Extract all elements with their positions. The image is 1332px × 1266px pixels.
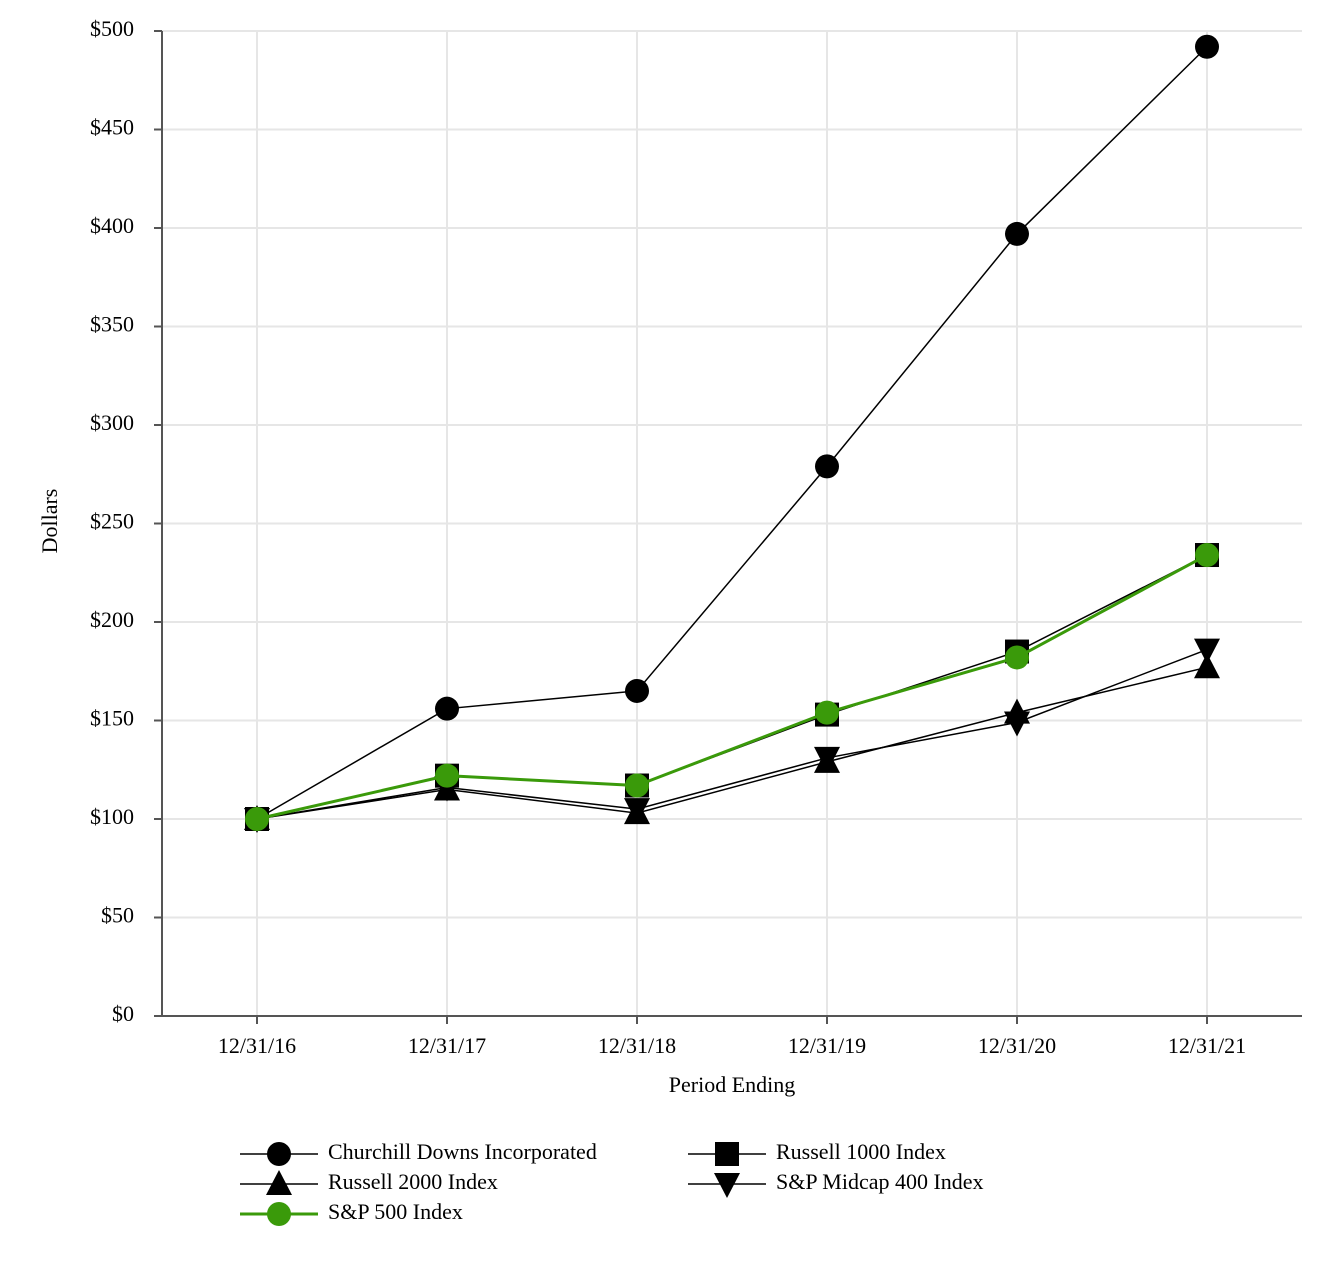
marker [815,454,839,479]
y-tick-label: $200 [90,607,134,632]
marker [245,807,269,831]
marker [1005,645,1029,670]
legend-marker [267,1142,291,1166]
y-axis-title: Dollars [37,489,62,554]
legend-label: S&P 500 Index [328,1199,463,1224]
legend-label: S&P Midcap 400 Index [776,1169,984,1194]
x-tick-label: 12/31/18 [598,1033,676,1058]
y-tick-label: $350 [90,312,134,337]
series-line [256,46,1208,820]
marker [814,746,840,772]
marker [1004,711,1030,737]
legend-label: Churchill Downs Incorporated [328,1139,597,1164]
legend-label: Russell 2000 Index [328,1169,498,1194]
series-line [256,648,1208,820]
x-tick-label: 12/31/17 [408,1033,486,1058]
legend-marker [715,1142,739,1166]
legend-marker [714,1173,740,1198]
x-tick-label: 12/31/16 [218,1033,296,1058]
x-tick-label: 12/31/21 [1168,1033,1246,1058]
y-tick-label: $450 [90,115,134,140]
marker [1195,34,1219,59]
marker [1194,638,1220,664]
legend-marker [267,1202,291,1226]
y-tick-label: $500 [90,16,134,41]
y-tick-label: $100 [90,804,134,829]
y-tick-label: $250 [90,509,134,534]
y-tick-label: $300 [90,410,134,435]
y-tick-label: $400 [90,213,134,238]
series-line [256,554,1208,820]
x-axis-title: Period Ending [669,1072,796,1097]
y-tick-label: $50 [101,903,134,928]
marker [625,678,649,703]
marker [435,696,459,721]
marker [815,700,839,725]
y-tick-label: $150 [90,706,134,731]
marker [625,773,649,798]
series-line [256,666,1208,820]
marker [1194,653,1220,679]
marker [1195,543,1219,568]
x-tick-label: 12/31/19 [788,1033,866,1058]
marker [1005,221,1029,246]
series-line [256,553,1208,821]
marker [624,798,650,824]
y-tick-label: $0 [112,1001,134,1026]
legend-label: Russell 1000 Index [776,1139,946,1164]
legend-marker [266,1170,292,1195]
marker [435,763,459,788]
x-tick-label: 12/31/20 [978,1033,1056,1058]
